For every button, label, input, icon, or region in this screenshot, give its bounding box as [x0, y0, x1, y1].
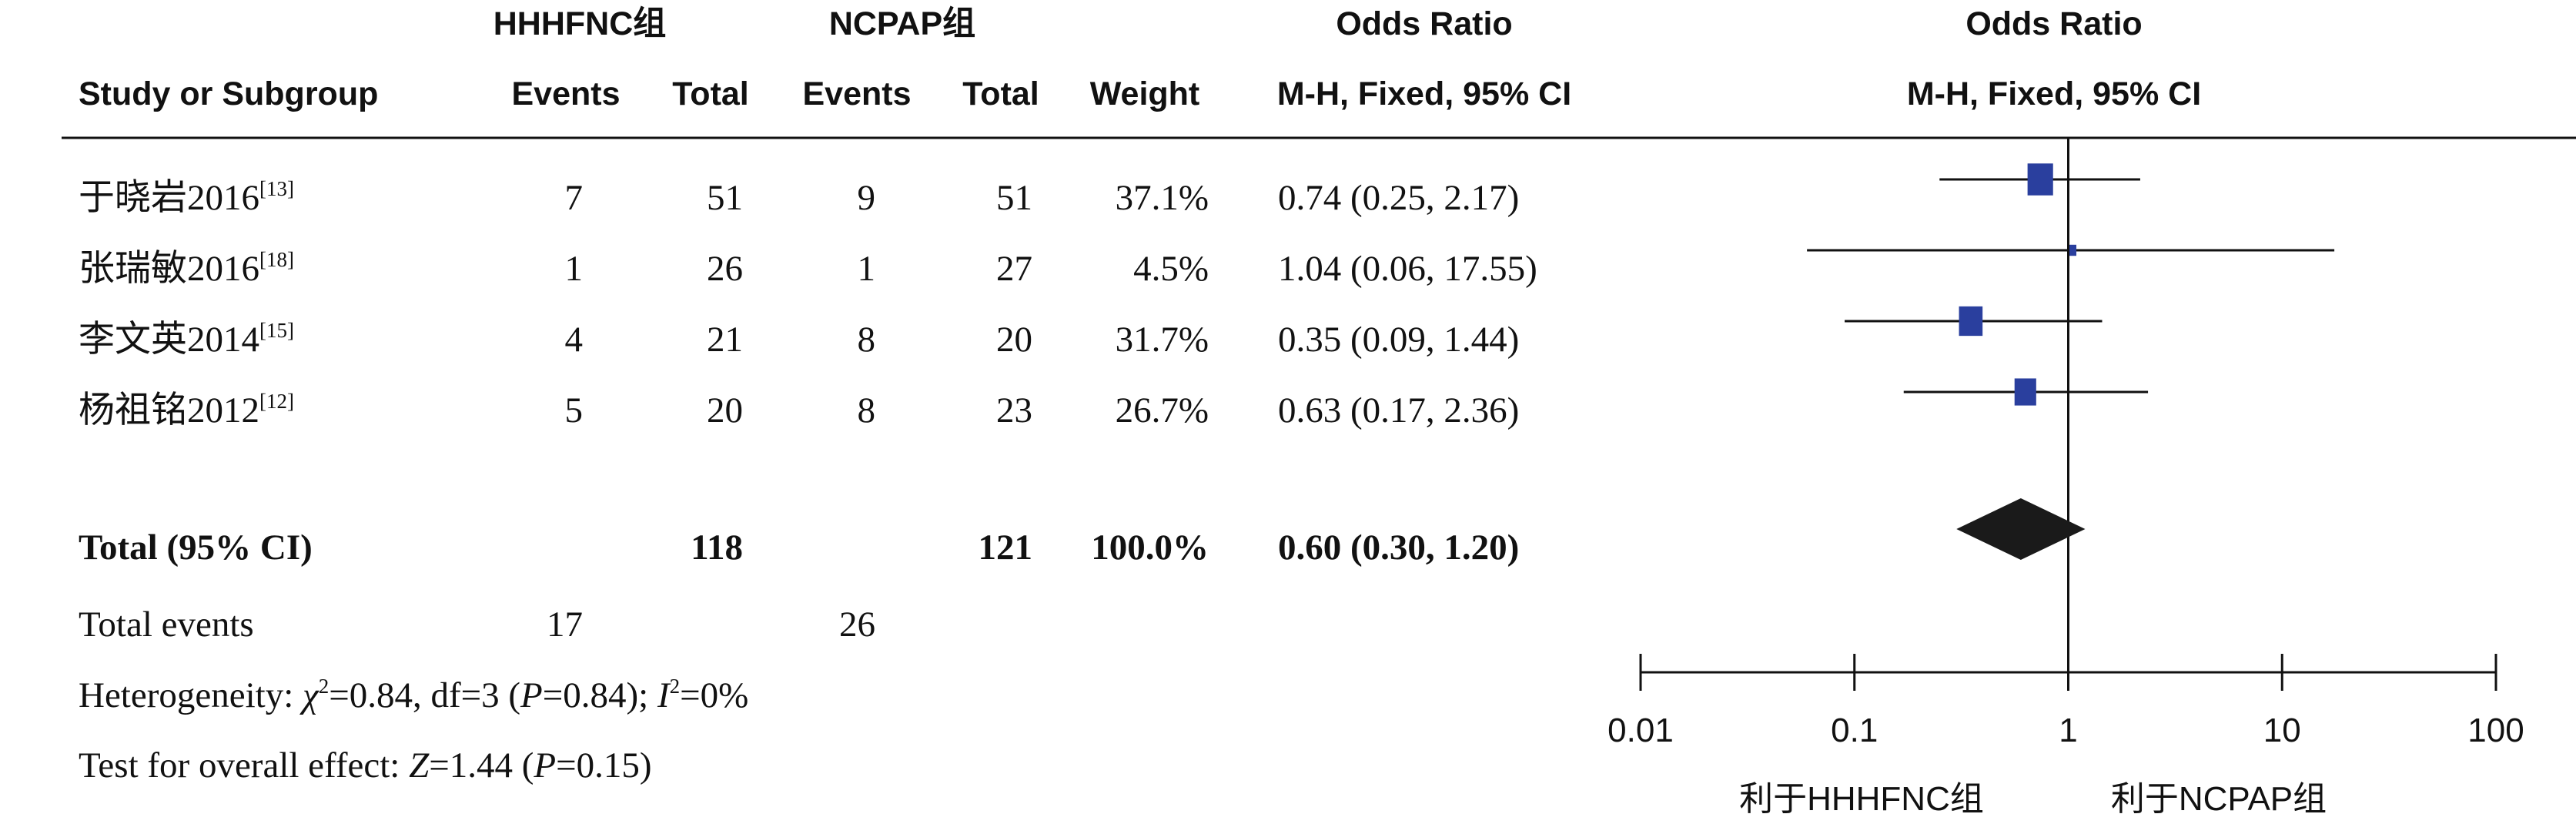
total-events-label: Total events	[79, 605, 254, 645]
events2-header: Events	[802, 75, 911, 112]
or-marker	[2067, 244, 2077, 256]
events2-cell: 9	[858, 178, 876, 218]
ci-cell: 0.74 (0.25, 2.17)	[1278, 178, 1519, 218]
events1-cell: 5	[565, 390, 584, 430]
total1-cell: 51	[707, 178, 743, 218]
heterogeneity-text: Heterogeneity: χ2=0.84, df=3 (P=0.84); I…	[79, 675, 748, 715]
or-title-plot: Odds Ratio	[1965, 5, 2142, 42]
study-name: 张瑞敏2016[18]	[79, 248, 294, 289]
ci-cell: 1.04 (0.06, 17.55)	[1278, 249, 1537, 289]
total1-header: Total	[672, 75, 749, 112]
ci-cell: 0.63 (0.17, 2.36)	[1278, 390, 1519, 430]
favours-left-label: 利于HHHFNC组	[1739, 780, 1984, 818]
weight-cell: 37.1%	[1116, 178, 1209, 218]
overall-effect-text: Test for overall effect: Z=1.44 (P=0.15)	[79, 745, 652, 785]
x-tick-label: 0.01	[1607, 712, 1674, 749]
x-tick-label: 100	[2467, 712, 2524, 749]
x-tick-label: 10	[2263, 712, 2301, 749]
or-method-table: M-H, Fixed, 95% CI	[1277, 75, 1571, 112]
events1-cell: 7	[565, 178, 584, 218]
total2-cell: 23	[996, 390, 1032, 430]
x-axis: 0.01 0.1 1 10 100	[1607, 654, 2524, 749]
total1-cell: 26	[707, 249, 743, 289]
study-header: Study or Subgroup	[79, 75, 378, 112]
total-weight: 100.0%	[1091, 528, 1209, 568]
x-tick-label: 1	[2059, 712, 2077, 749]
weight-cell: 26.7%	[1116, 390, 1209, 430]
group2-header: NCPAP组	[829, 5, 975, 42]
study-name: 于晓岩2016[13]	[79, 177, 294, 218]
x-tick-label: 0.1	[1831, 712, 1878, 749]
events1-header: Events	[511, 75, 620, 112]
favours-right-label: 利于NCPAP组	[2111, 780, 2327, 818]
or-marker	[1959, 306, 1983, 337]
events2-cell: 8	[858, 320, 876, 360]
group1-header: HHHFNC组	[493, 5, 667, 42]
events2-cell: 1	[858, 249, 876, 289]
total2-cell: 20	[996, 320, 1032, 360]
total2-cell: 51	[996, 178, 1032, 218]
total-events-e2: 26	[839, 605, 875, 645]
total1-cell: 21	[707, 320, 743, 360]
total1-cell: 20	[707, 390, 743, 430]
weight-header: Weight	[1090, 75, 1200, 112]
or-title-table: Odds Ratio	[1336, 5, 1512, 42]
total2-cell: 27	[996, 249, 1032, 289]
study-name: 李文英2014[15]	[79, 319, 294, 360]
pooled-diamond	[1956, 498, 2086, 560]
ci-cell: 0.35 (0.09, 1.44)	[1278, 320, 1519, 360]
weight-cell: 31.7%	[1116, 320, 1209, 360]
weight-cell: 4.5%	[1133, 249, 1209, 289]
total2-header: Total	[962, 75, 1039, 112]
total-t1: 118	[691, 528, 743, 568]
or-marker	[2027, 163, 2053, 196]
events1-cell: 4	[565, 320, 584, 360]
total-t2: 121	[979, 528, 1033, 568]
total-ci: 0.60 (0.30, 1.20)	[1278, 528, 1519, 568]
events1-cell: 1	[565, 249, 584, 289]
events2-cell: 8	[858, 390, 876, 430]
total-label: Total (95% CI)	[79, 528, 313, 568]
total-events-e1: 17	[547, 605, 583, 645]
or-method-plot: M-H, Fixed, 95% CI	[1907, 75, 2201, 112]
or-marker	[2014, 378, 2036, 406]
study-name: 杨祖铭2012[12]	[79, 390, 294, 430]
